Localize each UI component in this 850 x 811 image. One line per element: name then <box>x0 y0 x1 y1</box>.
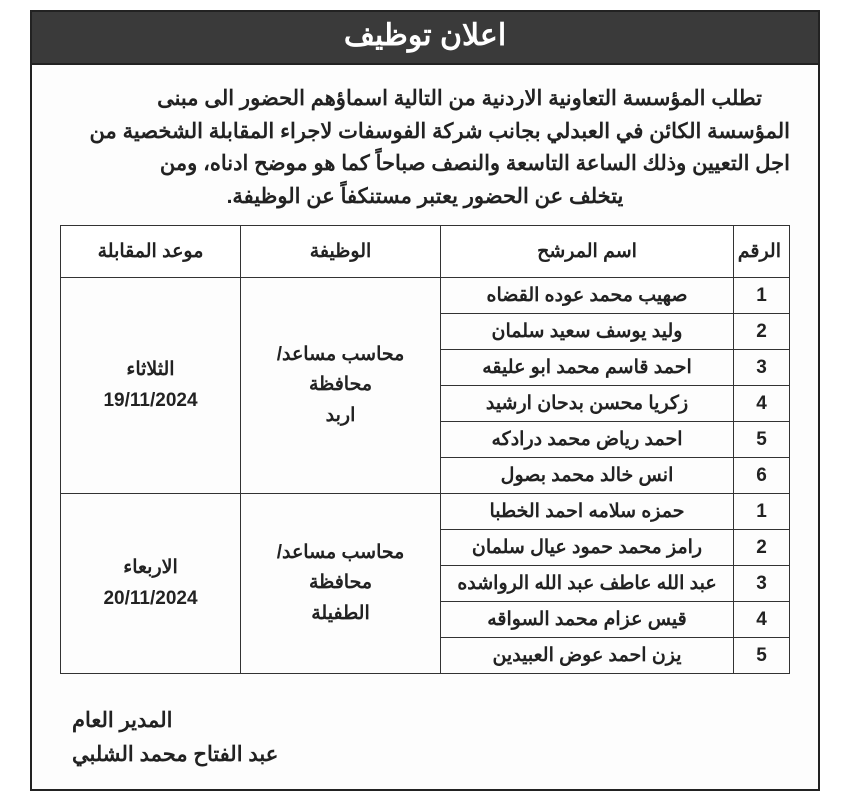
announcement-title: اعلان توظيف <box>32 12 818 65</box>
cell-candidate-name: وليد يوسف سعيد سلمان <box>441 314 734 350</box>
cell-candidate-name: يزن احمد عوض العبيدين <box>441 638 734 674</box>
cell-candidate-name: صهيب محمد عوده القضاه <box>441 278 734 314</box>
signature-block: المدير العام عبد الفتاح محمد الشلبي <box>32 684 818 789</box>
cell-num: 3 <box>734 566 790 602</box>
signature-title: المدير العام <box>72 704 818 738</box>
cell-num: 4 <box>734 602 790 638</box>
cell-candidate-name: حمزه سلامه احمد الخطبا <box>441 494 734 530</box>
body-line-1: تطلب المؤسسة التعاونية الاردنية من التال… <box>60 83 790 116</box>
signature-name: عبد الفتاح محمد الشلبي <box>72 738 818 772</box>
cell-num: 2 <box>734 530 790 566</box>
body-line-3: اجل التعيين وذلك الساعة التاسعة والنصف ص… <box>160 152 790 175</box>
cell-interview-date: الاربعاء20/11/2024 <box>61 494 241 674</box>
col-header-date: موعد المقابلة <box>61 226 241 278</box>
cell-num: 2 <box>734 314 790 350</box>
col-header-name: اسم المرشح <box>441 226 734 278</box>
cell-candidate-name: احمد رياض محمد درادكه <box>441 422 734 458</box>
cell-job-title: محاسب مساعد/ محافظةالطفيلة <box>241 494 441 674</box>
col-header-job: الوظيفة <box>241 226 441 278</box>
page: اعلان توظيف تطلب المؤسسة التعاونية الارد… <box>0 0 850 811</box>
cell-num: 6 <box>734 458 790 494</box>
cell-candidate-name: قيس عزام محمد السواقه <box>441 602 734 638</box>
cell-candidate-name: احمد قاسم محمد ابو عليقه <box>441 350 734 386</box>
cell-num: 4 <box>734 386 790 422</box>
document-frame: اعلان توظيف تطلب المؤسسة التعاونية الارد… <box>30 10 820 791</box>
cell-num: 3 <box>734 350 790 386</box>
cell-num: 1 <box>734 278 790 314</box>
cell-num: 5 <box>734 422 790 458</box>
cell-num: 1 <box>734 494 790 530</box>
cell-candidate-name: رامز محمد حمود عيال سلمان <box>441 530 734 566</box>
cell-candidate-name: زكريا محسن بدحان ارشيد <box>441 386 734 422</box>
cell-candidate-name: عبد الله عاطف عبد الله الرواشده <box>441 566 734 602</box>
col-header-num: الرقم <box>734 226 790 278</box>
announcement-body: تطلب المؤسسة التعاونية الاردنية من التال… <box>32 65 818 225</box>
cell-num: 5 <box>734 638 790 674</box>
cell-interview-date: الثلاثاء19/11/2024 <box>61 278 241 494</box>
cell-candidate-name: انس خالد محمد بصول <box>441 458 734 494</box>
body-line-2: المؤسسة الكائن في العبدلي بجانب شركة الف… <box>90 120 790 143</box>
schedule-table: الرقم اسم المرشح الوظيفة موعد المقابلة 1… <box>60 225 790 674</box>
table-header-row: الرقم اسم المرشح الوظيفة موعد المقابلة <box>61 226 790 278</box>
body-line-4: يتخلف عن الحضور يعتبر مستنكفاً عن الوظيف… <box>60 181 790 214</box>
cell-job-title: محاسب مساعد/ محافظةاربد <box>241 278 441 494</box>
schedule-table-wrap: الرقم اسم المرشح الوظيفة موعد المقابلة 1… <box>32 225 818 684</box>
table-row: 1حمزه سلامه احمد الخطبامحاسب مساعد/ محاف… <box>61 494 790 530</box>
table-row: 1صهيب محمد عوده القضاهمحاسب مساعد/ محافظ… <box>61 278 790 314</box>
